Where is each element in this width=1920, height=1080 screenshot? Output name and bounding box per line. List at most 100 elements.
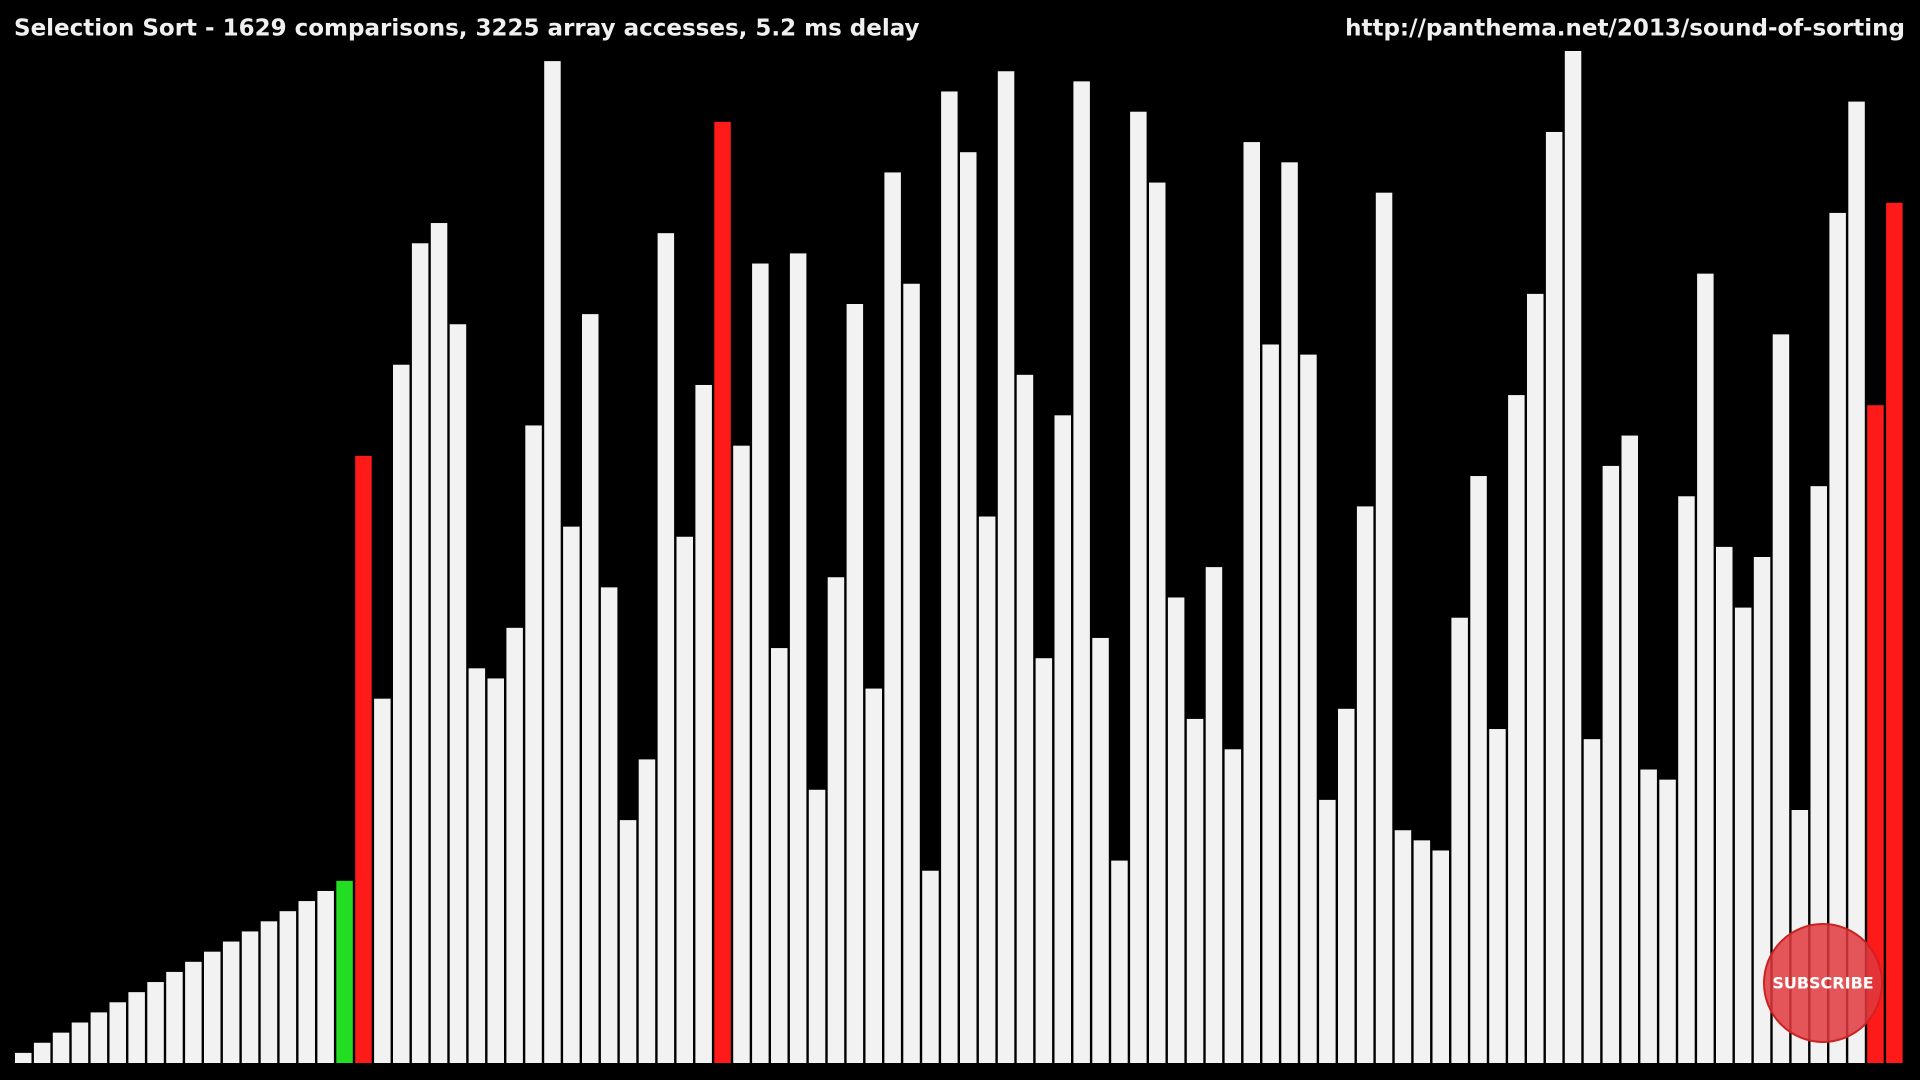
bar <box>1640 769 1657 1063</box>
bar <box>241 931 259 1063</box>
bar <box>506 627 523 1063</box>
bar <box>1772 334 1790 1063</box>
bar <box>1621 435 1638 1063</box>
bar <box>1413 840 1431 1063</box>
bar <box>771 648 788 1063</box>
bar <box>336 880 353 1063</box>
bar <box>1262 344 1279 1064</box>
bar <box>1149 182 1166 1063</box>
bar <box>185 961 202 1063</box>
bar <box>1753 557 1771 1063</box>
chart-title: Selection Sort - 1629 comparisons, 3225 … <box>14 16 920 42</box>
bar <box>865 688 882 1063</box>
bar <box>563 526 580 1063</box>
bar <box>789 253 807 1063</box>
bar <box>1338 708 1355 1063</box>
bar <box>960 152 977 1063</box>
bar <box>600 587 618 1063</box>
bar <box>1470 476 1487 1063</box>
bar <box>619 820 637 1063</box>
bar <box>582 314 599 1063</box>
bar <box>1432 850 1449 1063</box>
bar <box>1848 101 1865 1064</box>
bar <box>166 971 183 1063</box>
bar <box>1545 131 1563 1063</box>
bar <box>657 233 675 1063</box>
bar <box>71 1022 89 1063</box>
bar <box>449 324 467 1063</box>
bar <box>1375 192 1393 1063</box>
bar <box>1356 506 1374 1063</box>
subscribe-button[interactable]: SUBSCRIBE <box>1763 923 1883 1043</box>
bar <box>1111 860 1128 1063</box>
bar <box>298 901 315 1063</box>
bar <box>1602 465 1620 1063</box>
bars <box>15 51 1903 1064</box>
bar <box>978 516 996 1063</box>
bar <box>752 263 769 1063</box>
bar <box>147 982 164 1063</box>
bar <box>222 941 240 1063</box>
bar <box>1394 830 1412 1063</box>
bar <box>1734 607 1752 1063</box>
subscribe-label[interactable]: SUBSCRIBE <box>1772 974 1873 993</box>
bar <box>487 678 504 1063</box>
bar <box>695 384 712 1064</box>
bar <box>15 1052 32 1063</box>
bar <box>676 536 693 1063</box>
bar <box>1659 779 1676 1063</box>
bar <box>1130 111 1147 1064</box>
bar <box>1300 354 1317 1064</box>
bar <box>355 455 372 1063</box>
bar <box>1224 749 1242 1063</box>
bar <box>1810 486 1827 1063</box>
bar <box>1829 212 1846 1064</box>
bar <box>1319 799 1336 1063</box>
bar <box>1205 567 1223 1063</box>
bar <box>411 243 429 1063</box>
bar <box>1281 162 1298 1063</box>
bar <box>733 445 750 1063</box>
bar <box>544 61 561 1064</box>
bar <box>468 668 486 1063</box>
bar <box>941 91 958 1064</box>
bar <box>1508 395 1525 1064</box>
bar <box>1186 718 1204 1063</box>
bar <box>128 992 145 1063</box>
bar <box>1678 496 1695 1063</box>
bar <box>374 698 391 1063</box>
bar <box>638 759 656 1063</box>
bar <box>997 71 1015 1064</box>
bar <box>260 921 278 1063</box>
bar <box>1886 202 1903 1064</box>
bar <box>52 1032 70 1063</box>
bar <box>1564 51 1582 1063</box>
bar <box>808 789 826 1063</box>
bar <box>1489 729 1506 1063</box>
bar <box>109 1002 126 1063</box>
bar <box>884 172 901 1063</box>
bar <box>317 890 334 1063</box>
bar <box>1092 637 1109 1063</box>
bar <box>204 951 221 1063</box>
bar <box>903 283 920 1063</box>
bar <box>1583 739 1601 1063</box>
subscribe-circle[interactable] <box>1763 923 1883 1043</box>
bar <box>1697 273 1714 1063</box>
bar <box>430 223 448 1064</box>
bar <box>1073 81 1090 1064</box>
bar <box>1167 597 1185 1063</box>
bar <box>90 1012 108 1063</box>
bar <box>846 304 864 1063</box>
bar <box>1243 142 1260 1063</box>
bar <box>1716 546 1733 1063</box>
bar <box>1016 374 1034 1064</box>
bar <box>279 911 297 1063</box>
bar <box>33 1042 51 1063</box>
bar <box>922 870 939 1063</box>
bar <box>393 364 410 1064</box>
bar <box>827 577 845 1063</box>
bar <box>525 425 542 1063</box>
